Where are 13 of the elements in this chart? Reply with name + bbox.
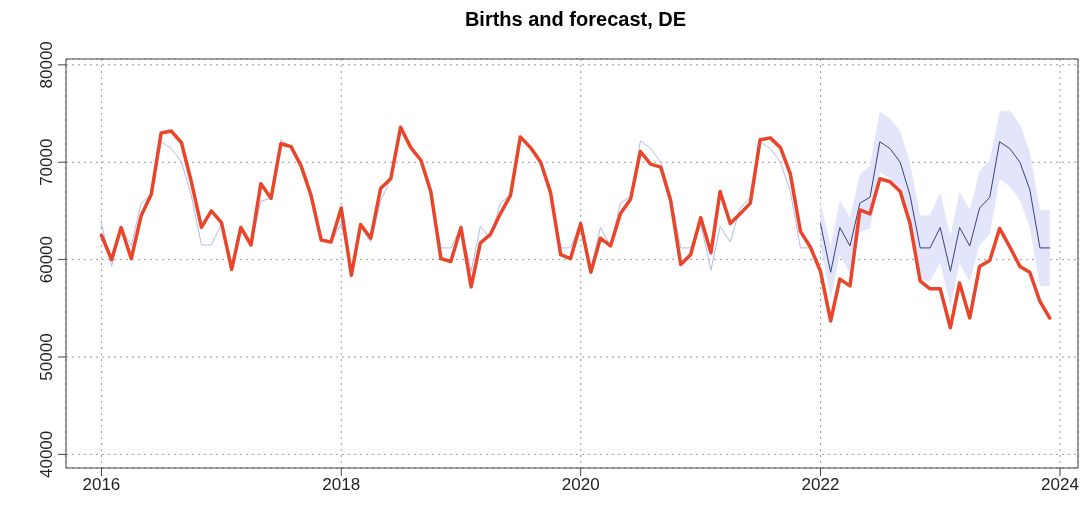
y-tick-label: 60000 bbox=[37, 235, 56, 284]
chart-title: Births and forecast, DE bbox=[463, 8, 688, 30]
x-tick-label: 2018 bbox=[322, 475, 361, 495]
y-tick-label: 50000 bbox=[37, 333, 56, 381]
y-tick-label: 40000 bbox=[37, 430, 56, 479]
y-tick-label: 80000 bbox=[37, 41, 56, 89]
y-tick-label: 70000 bbox=[37, 138, 56, 186]
x-tick-label: 2022 bbox=[801, 475, 840, 495]
x-tick-label: 2016 bbox=[82, 475, 121, 495]
line-series bbox=[99, 125, 1052, 330]
x-tick-label: 2020 bbox=[561, 475, 600, 495]
line-series bbox=[819, 141, 1051, 273]
x-tick-label: 2024 bbox=[1041, 475, 1079, 495]
